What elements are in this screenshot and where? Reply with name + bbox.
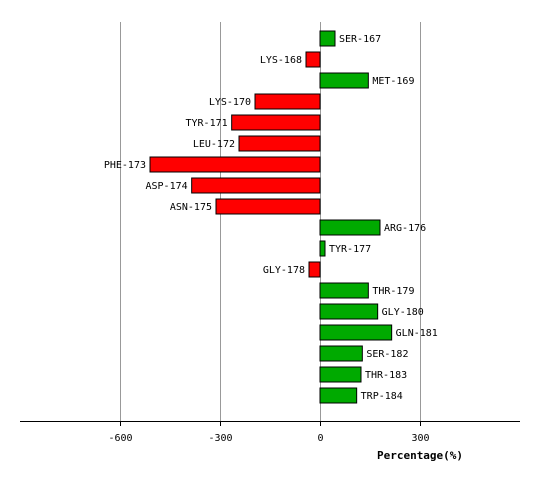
x-axis-title: Percentage(%): [377, 449, 463, 462]
bar: [215, 198, 321, 215]
bar-label: GLY-178: [263, 265, 305, 276]
bar-label: THR-183: [365, 370, 407, 381]
bar-label: TYR-171: [186, 118, 228, 129]
bar-label: MET-169: [372, 76, 414, 87]
x-tick-label: 0: [317, 433, 323, 444]
bar: [254, 93, 321, 110]
bar: [319, 366, 362, 383]
bar-label: GLN-181: [396, 328, 438, 339]
bar: [308, 261, 321, 278]
bar-label: SER-167: [339, 34, 381, 45]
bar-label: TYR-177: [329, 244, 371, 255]
bar: [319, 30, 336, 47]
bar-label: ARG-176: [384, 223, 426, 234]
bar-label: ASP-174: [146, 181, 188, 192]
bar: [238, 135, 321, 152]
bar-labels: SER-167 LYS-168 MET-169 LYS-170 TYR-171 LEU-1…: [104, 34, 438, 402]
bar-label: THR-179: [372, 286, 414, 297]
bar-label: LYS-170: [209, 97, 251, 108]
x-tick-label: -300: [208, 433, 232, 444]
x-tick-label: -600: [108, 433, 132, 444]
bar: [319, 240, 326, 257]
bar: [319, 387, 358, 404]
bar: [319, 219, 381, 236]
x-axis: -600 -300 0 300: [20, 421, 520, 444]
bar: [319, 345, 363, 362]
bar: [149, 156, 321, 173]
bar-label: GLY-180: [382, 307, 424, 318]
bar: [319, 303, 379, 320]
bar-label: LEU-172: [193, 139, 235, 150]
x-tick-label: 300: [411, 433, 429, 444]
bars: [149, 30, 393, 404]
bar: [319, 282, 369, 299]
bar: [191, 177, 321, 194]
bar-label: PHE-173: [104, 160, 146, 171]
bar-label: ASN-175: [170, 202, 212, 213]
bar: [319, 72, 369, 89]
bar-label: SER-182: [366, 349, 408, 360]
bar-label: LYS-168: [260, 55, 302, 66]
bar: [319, 324, 393, 341]
bar: [305, 51, 321, 68]
bar: [231, 114, 321, 131]
bar-label: TRP-184: [361, 391, 403, 402]
